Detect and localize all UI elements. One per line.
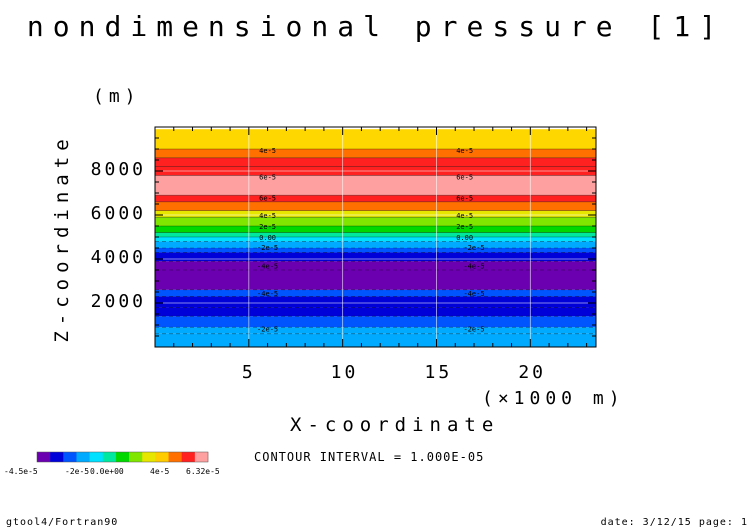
contour-band-13 [155, 226, 596, 233]
contour-band-6 [155, 270, 596, 290]
contour-band-12 [155, 232, 596, 237]
contour-band-22 [155, 129, 596, 149]
colorbar-label: -4.5e-5 [4, 467, 38, 476]
colorbar-swatch-12 [194, 452, 209, 462]
colorbar-label: 6.32e-5 [186, 467, 220, 476]
contour-label-7: 4e-5 [456, 212, 473, 220]
contour-band-9 [155, 248, 596, 253]
contour-label-19: -2e-5 [463, 325, 484, 333]
colorbar-swatch-6 [115, 452, 130, 462]
contour-label-11: 0.00 [456, 234, 473, 242]
contour-band-10 [155, 241, 596, 248]
x-tick-label: 15 [424, 362, 453, 383]
contour-band-4 [155, 296, 596, 308]
x-axis-unit: (×1000 m) [482, 388, 625, 409]
contour-band-5 [155, 289, 596, 297]
colorbar-swatch-7 [129, 452, 143, 462]
x-tick-label: 5 [241, 362, 256, 383]
contour-interval-text: CONTOUR INTERVAL = 1.000E-05 [254, 450, 485, 464]
colorbar-swatch-1 [50, 452, 64, 462]
contour-label-4: 6e-5 [259, 194, 276, 202]
contour-label-0: 4e-5 [259, 147, 276, 155]
contour-label-6: 4e-5 [259, 212, 276, 220]
contour-label-18: -2e-5 [257, 325, 278, 333]
contour-label-15: -4e-5 [463, 263, 484, 271]
contour-label-12: -2e-5 [257, 244, 278, 252]
contour-band-18 [155, 175, 596, 196]
y-tick-label: 8000 [90, 159, 146, 180]
colorbar-frame [36, 451, 209, 463]
contour-label-1: 4e-5 [456, 147, 473, 155]
contour-label-16: -4e-5 [257, 290, 278, 298]
x-axis-label: X-coordinate [290, 414, 500, 436]
footer-date-page: date: 3/12/15 page: 1 [600, 517, 748, 528]
colorbar-swatch-10 [168, 452, 182, 462]
colorbar-swatch-2 [63, 452, 77, 462]
colorbar-swatch-0 [37, 452, 51, 462]
contour-band-20 [155, 157, 596, 167]
contour-band-1 [155, 327, 596, 334]
colorbar-label: -2e-5 [65, 467, 90, 476]
contour-band-2 [155, 316, 596, 328]
y-tick-label: 6000 [90, 203, 146, 224]
contour-label-10: 0.00 [259, 234, 276, 242]
contour-label-14: -4e-5 [257, 263, 278, 271]
colorbar-swatch-4 [89, 452, 104, 462]
y-tick-label: 4000 [90, 247, 146, 268]
x-tick-label: 20 [518, 362, 546, 383]
contour-label-3: 6e-5 [456, 174, 473, 182]
colorbar-swatch-3 [76, 452, 90, 462]
contour-band-7 [155, 261, 596, 270]
colorbar-swatch-5 [102, 452, 117, 462]
contour-label-13: -2e-5 [463, 244, 484, 252]
contour-label-17: -4e-5 [463, 290, 484, 298]
colorbar-label: 0.0e+00 [90, 467, 124, 476]
colorbar-swatch-8 [142, 452, 156, 462]
contour-band-15 [155, 210, 596, 218]
contour-band-16 [155, 201, 596, 211]
y-tick-label: 2000 [90, 291, 146, 312]
contour-band-21 [155, 149, 596, 158]
contour-band-0 [155, 333, 596, 347]
colorbar-swatch-9 [155, 452, 169, 462]
contour-band-8 [155, 252, 596, 262]
colorbar-label: 4e-5 [150, 467, 170, 476]
y-axis-unit: (m) [93, 86, 141, 107]
chart-title: nondimensional pressure [1] [26, 10, 726, 43]
contour-label-8: 2e-5 [259, 223, 276, 231]
contour-label-9: 2e-5 [456, 223, 473, 231]
contour-label-5: 6e-5 [456, 194, 473, 202]
colorbar-swatch-11 [181, 452, 196, 462]
x-tick-label: 10 [330, 362, 359, 383]
contour-label-2: 6e-5 [259, 174, 276, 182]
contour-band-14 [155, 217, 596, 226]
contour-band-11 [155, 237, 596, 242]
contour-band-17 [155, 195, 596, 202]
contour-band-3 [155, 307, 596, 317]
footer-program: gtool4/Fortran90 [6, 517, 119, 528]
